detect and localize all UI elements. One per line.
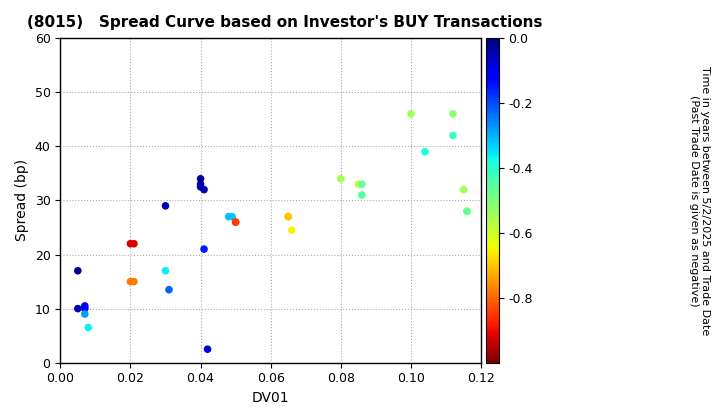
Y-axis label: Time in years between 5/2/2025 and Trade Date
(Past Trade Date is given as negat: Time in years between 5/2/2025 and Trade… [688, 66, 710, 335]
Point [163, 286, 175, 293]
Point [458, 186, 469, 193]
Point [202, 346, 213, 352]
Point [79, 302, 91, 309]
Point [160, 268, 171, 274]
Point [462, 208, 473, 215]
Point [447, 132, 459, 139]
Point [198, 186, 210, 193]
Point [195, 176, 207, 182]
Text: (8015)   Spread Curve based on Investor's BUY Transactions: (8015) Spread Curve based on Investor's … [27, 15, 542, 30]
Point [356, 181, 368, 188]
Point [226, 213, 238, 220]
Point [125, 240, 136, 247]
Point [128, 278, 140, 285]
X-axis label: DV01: DV01 [252, 391, 289, 405]
Point [230, 219, 241, 226]
Point [353, 181, 364, 188]
Point [125, 278, 136, 285]
Point [128, 240, 140, 247]
Point [195, 181, 207, 188]
Point [282, 213, 294, 220]
Point [419, 148, 431, 155]
Point [230, 219, 241, 226]
Point [286, 227, 297, 234]
Point [356, 192, 368, 198]
Point [79, 305, 91, 312]
Point [160, 202, 171, 209]
Point [282, 213, 294, 220]
Point [405, 110, 417, 117]
Point [79, 311, 91, 318]
Point [72, 305, 84, 312]
Point [335, 176, 346, 182]
Y-axis label: Spread (bp): Spread (bp) [15, 159, 29, 242]
Point [447, 110, 459, 117]
Point [198, 246, 210, 252]
Point [195, 184, 207, 190]
Point [462, 208, 473, 215]
Point [222, 213, 234, 220]
Point [72, 268, 84, 274]
Point [83, 324, 94, 331]
